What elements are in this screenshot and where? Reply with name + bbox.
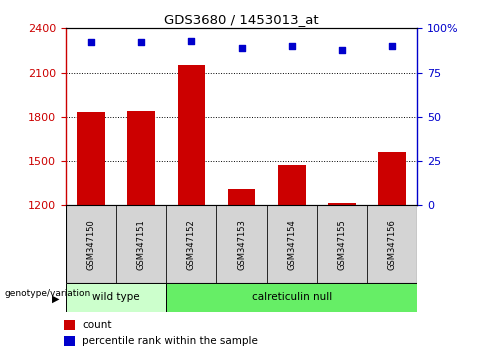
Point (137, 40, 145, 45)
Point (388, 43, 396, 49)
Bar (317, 205, 367, 283)
Bar (328, 203, 356, 205)
Bar (266, 205, 317, 283)
Bar (367, 205, 417, 283)
Bar (63, 320, 75, 330)
Bar (63, 336, 75, 346)
Bar (217, 205, 266, 283)
Bar (166, 283, 417, 312)
Text: count: count (82, 320, 112, 330)
Text: GSM347153: GSM347153 (237, 219, 246, 270)
Point (187, 38, 195, 44)
Point (288, 43, 296, 49)
Text: GSM347152: GSM347152 (187, 219, 196, 270)
Bar (378, 152, 406, 205)
Text: GSM347154: GSM347154 (287, 219, 296, 270)
Text: GSM347156: GSM347156 (387, 219, 397, 270)
Title: GDS3680 / 1453013_at: GDS3680 / 1453013_at (164, 13, 319, 26)
Text: ▶: ▶ (52, 294, 60, 304)
Text: GSM347155: GSM347155 (337, 219, 346, 270)
Bar (66, 283, 166, 312)
Point (238, 45, 245, 51)
Text: genotype/variation: genotype/variation (5, 289, 91, 297)
Bar (166, 205, 217, 283)
Bar (228, 189, 255, 205)
Bar (77, 113, 105, 205)
Text: calreticulin null: calreticulin null (252, 292, 332, 302)
Bar (127, 111, 155, 205)
Point (338, 47, 346, 52)
Bar (116, 205, 166, 283)
Text: GSM347150: GSM347150 (86, 219, 96, 270)
Bar (278, 166, 305, 205)
Text: wild type: wild type (92, 292, 140, 302)
Bar (66, 205, 116, 283)
Bar (178, 65, 205, 205)
Text: GSM347151: GSM347151 (137, 219, 146, 270)
Point (87, 40, 95, 45)
Text: percentile rank within the sample: percentile rank within the sample (82, 336, 258, 346)
